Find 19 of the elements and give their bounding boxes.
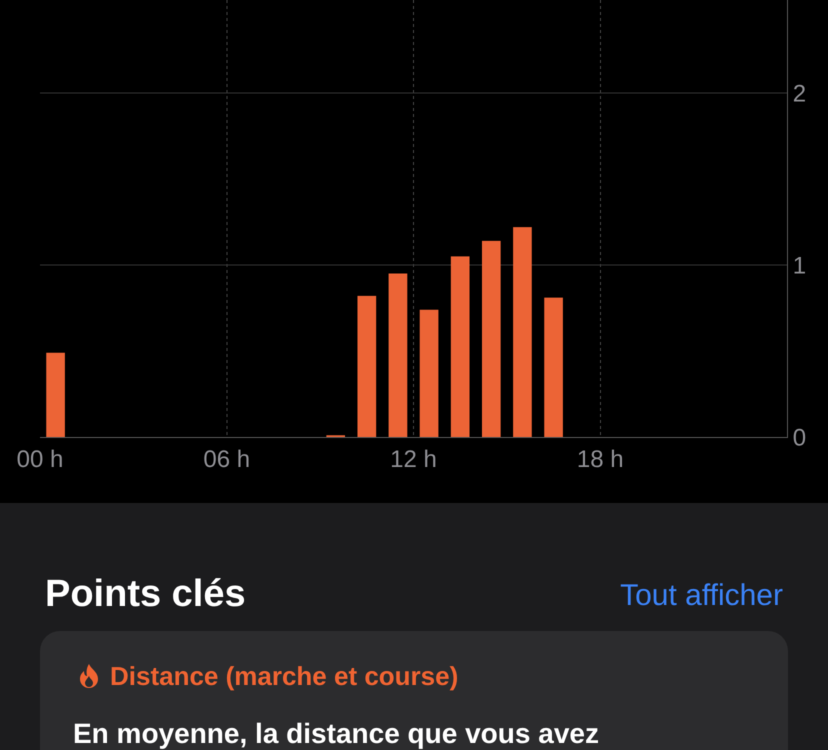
x-tick-label: 18 h <box>576 446 624 473</box>
bar <box>388 274 408 437</box>
bar <box>513 227 532 437</box>
bar <box>450 256 470 437</box>
x-tick-label: 06 h <box>203 446 250 473</box>
bar <box>46 352 65 437</box>
text: Points clés <box>45 573 246 616</box>
bar <box>544 298 563 437</box>
x-tick-label: 00 h <box>16 446 64 473</box>
y-tick-label: 2 <box>792 80 806 108</box>
bar <box>482 240 501 437</box>
text: Distance (marche et course) <box>110 661 458 692</box>
x-tick-label: 12 h <box>390 446 437 473</box>
bar <box>357 296 376 437</box>
y-tick-label: 0 <box>792 424 806 452</box>
text: Tout afficher <box>620 579 783 613</box>
y-tick-label: 1 <box>792 252 806 280</box>
text: En moyenne, la distance que vous avez <box>73 718 599 750</box>
bar <box>420 310 438 437</box>
